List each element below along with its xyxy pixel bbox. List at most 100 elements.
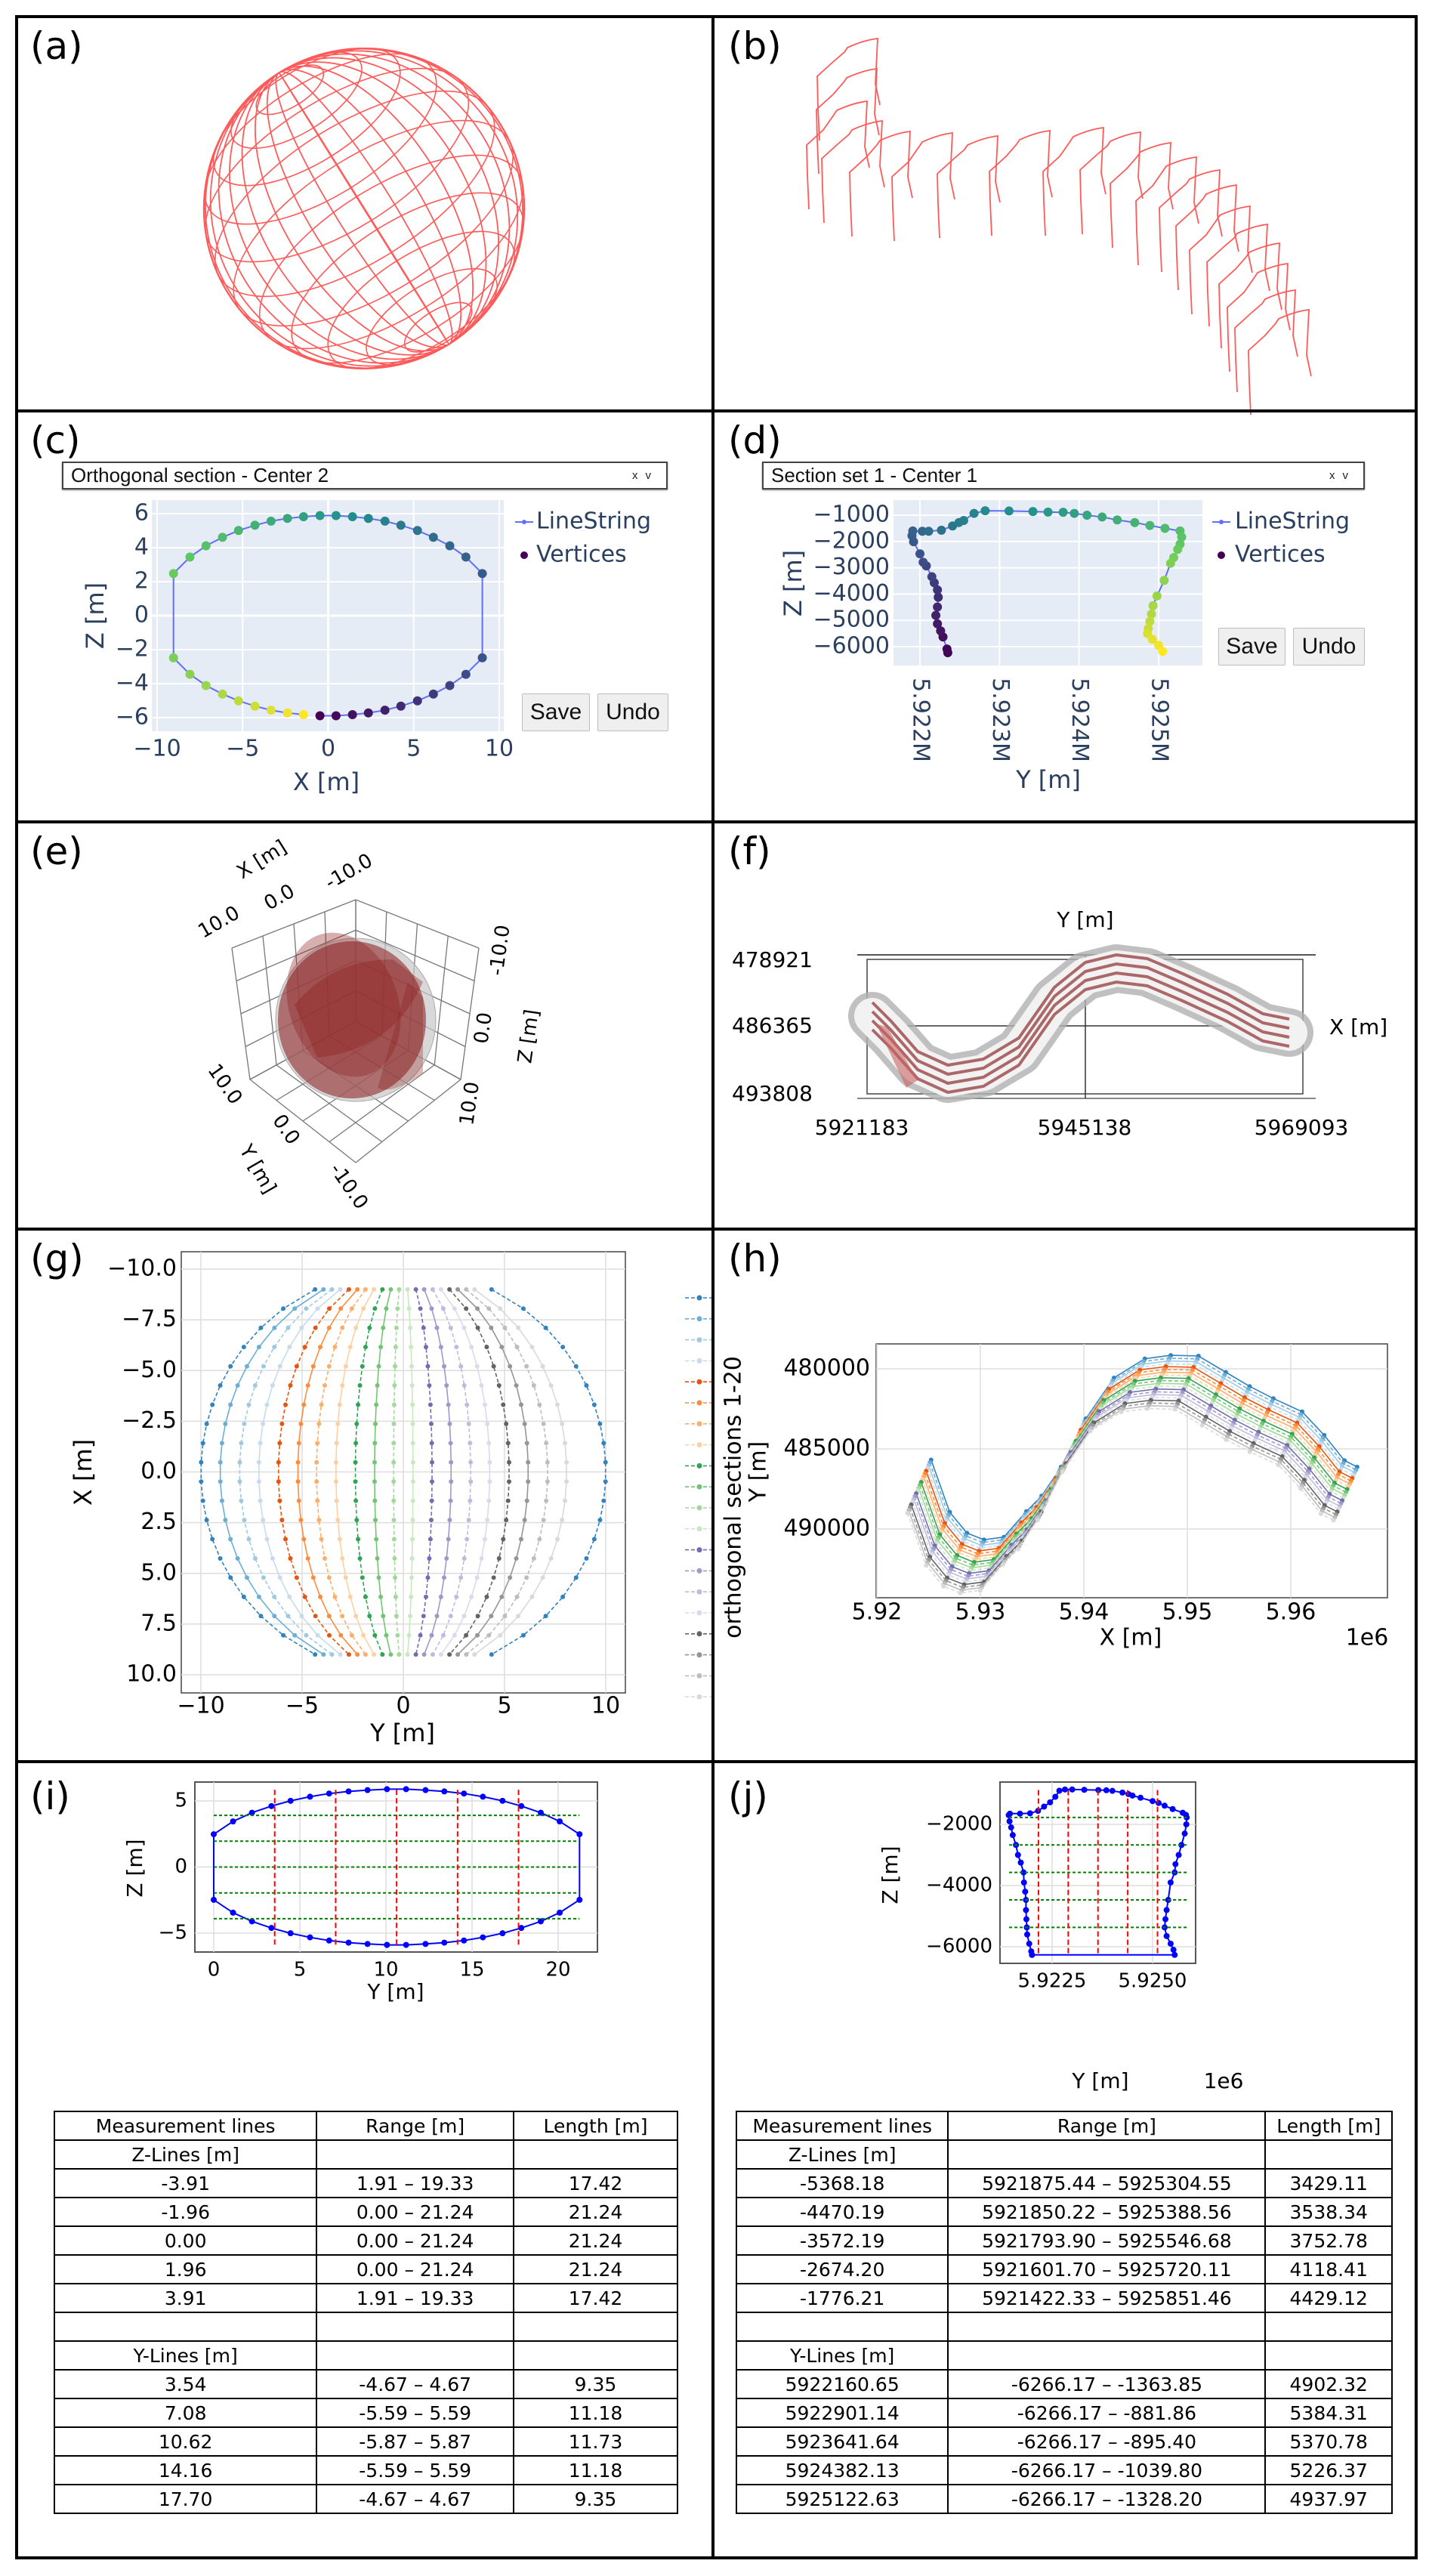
table-cell: 17.42	[513, 2168, 678, 2198]
d-vertex-point	[1082, 511, 1092, 520]
g-section-5-point	[277, 1441, 282, 1446]
g-section-5-point	[302, 1345, 307, 1350]
c-y-tick-label: 0	[134, 602, 149, 629]
g-section-6-point	[317, 1345, 323, 1350]
g-section-9-point	[353, 1498, 359, 1503]
c-x-tick-label: 0	[321, 736, 335, 762]
table-cell: 14.16	[53, 2455, 318, 2485]
g-legend-marker-icon	[696, 1652, 702, 1658]
g-section-2-point	[218, 1459, 223, 1465]
j-y-axis-title: Z [m]	[878, 1846, 903, 1904]
j-y-tick-label: −2000	[926, 1813, 992, 1836]
panel-label-a: (a)	[30, 24, 83, 68]
table-cell: 5384.31	[1264, 2398, 1393, 2428]
d-vertex-point	[933, 602, 943, 612]
c-legend-linestring[interactable]: LineString	[536, 508, 651, 535]
d-legend-linestring[interactable]: LineString	[1235, 508, 1350, 535]
table-cell: 5921850.22 – 5925388.56	[947, 2197, 1267, 2227]
table-group-row: Z-Lines [m]	[735, 2139, 1393, 2170]
g-section-6-point	[338, 1632, 344, 1638]
table-cell: 4902.32	[1264, 2369, 1393, 2399]
d-vertex-point	[1165, 558, 1175, 568]
i-outline-vertex	[576, 1831, 583, 1838]
g-section-1-point	[199, 1479, 204, 1484]
j-outline-vertex	[1171, 1951, 1178, 1958]
g-section-4-point	[261, 1421, 266, 1426]
d-vertex-point	[918, 527, 927, 536]
c-vertex-point	[428, 533, 438, 542]
h-section-line	[931, 1354, 1358, 1541]
g-section-20-point	[548, 1383, 554, 1388]
j-outline-vertex	[1020, 1879, 1027, 1886]
c-y-tick-label: −6	[116, 704, 149, 730]
c-section-dropdown[interactable]: Orthogonal section - Center 2 xv	[62, 462, 668, 490]
c-vertex-point	[298, 709, 308, 719]
h-x-tick-label: 5.96	[1266, 1599, 1316, 1626]
c-legend-vertex-icon	[520, 551, 528, 559]
g-section-5-point	[313, 1325, 318, 1330]
f-tube-interior	[854, 950, 1307, 1097]
g-section-9-point	[360, 1575, 365, 1580]
g-section-3-point	[252, 1383, 258, 1388]
d-vertex-point	[969, 508, 979, 518]
table-row: 3.91 1.91 – 19.33 17.42	[53, 2283, 678, 2313]
b-section-outline	[1175, 184, 1239, 291]
c-undo-button[interactable]: Undo	[597, 693, 668, 731]
g-section-18-point	[519, 1537, 524, 1542]
g-section-6-point	[305, 1383, 310, 1388]
g-section-14-point	[434, 1325, 440, 1330]
d-legend-vertices[interactable]: Vertices	[1235, 542, 1326, 568]
g-section-17-point	[484, 1594, 489, 1599]
c-save-button[interactable]: Save	[522, 693, 590, 731]
g-legend-marker-icon	[696, 1463, 702, 1469]
d-vertex-point	[1177, 532, 1187, 542]
g-section-3-point	[242, 1421, 247, 1426]
table-row: -1.96 0.00 – 21.24 21.24	[53, 2197, 678, 2227]
chevron-down-icon[interactable]: v	[1342, 469, 1356, 482]
g-section-19-point	[531, 1383, 536, 1388]
g-section-5-point	[279, 1518, 285, 1523]
table-cell: 21.24	[513, 2225, 678, 2256]
clear-icon[interactable]: x	[1329, 469, 1343, 482]
i-y-tick-label: −5	[159, 1922, 187, 1944]
i-outline-vertex	[480, 1934, 486, 1941]
table-cell: 0.00 – 21.24	[316, 2225, 514, 2256]
g-section-16-point	[474, 1364, 480, 1369]
g-section-15-point	[461, 1383, 467, 1388]
plot-marks: −10 −5 0 5 10 −6 −4 −2 0 2 4 6 5.922M 5.923M 5.924M 5.9…	[107, 37, 1388, 1993]
g-section-11-point	[397, 1286, 402, 1292]
table-cell	[513, 2312, 678, 2342]
g-legend-marker-icon	[696, 1379, 702, 1385]
j-outline-vertex	[1109, 1787, 1116, 1794]
g-section-20-point	[540, 1575, 545, 1580]
g-section-2-point	[272, 1614, 277, 1619]
chevron-down-icon[interactable]: v	[645, 469, 659, 482]
g-section-12-point	[408, 1614, 413, 1619]
b-section-outline	[1234, 289, 1298, 393]
g-section-5-point	[276, 1459, 281, 1465]
d-undo-button[interactable]: Undo	[1293, 628, 1365, 666]
g-section-16-point	[438, 1652, 443, 1657]
g-section-19-point	[544, 1441, 549, 1446]
i-x-tick-label: 15	[459, 1959, 484, 1981]
g-section-10-point	[384, 1306, 389, 1311]
i-outline-vertex	[287, 1797, 294, 1804]
table-cell: 5370.78	[1264, 2426, 1393, 2457]
c-vertex-point	[315, 711, 325, 721]
panel-label-d: (d)	[728, 419, 782, 462]
d-save-button[interactable]: Save	[1218, 628, 1285, 666]
g-section-2-point	[235, 1555, 240, 1561]
g-section-15-point	[440, 1306, 446, 1311]
clear-icon[interactable]: x	[632, 469, 646, 482]
g-section-6-point	[295, 1479, 301, 1484]
g-section-5-point	[277, 1498, 282, 1503]
table-cell: 0.00 – 21.24	[316, 2197, 514, 2227]
g-section-16-point	[482, 1537, 487, 1542]
c-legend-vertices[interactable]: Vertices	[536, 542, 627, 568]
h-section-line	[925, 1366, 1353, 1552]
h-section-point	[1247, 1449, 1252, 1454]
g-section-2-point	[321, 1652, 326, 1657]
g-section-7-point	[332, 1345, 338, 1350]
d-section-dropdown[interactable]: Section set 1 - Center 1 xv	[762, 462, 1365, 490]
i-outline-vertex	[384, 1786, 390, 1793]
